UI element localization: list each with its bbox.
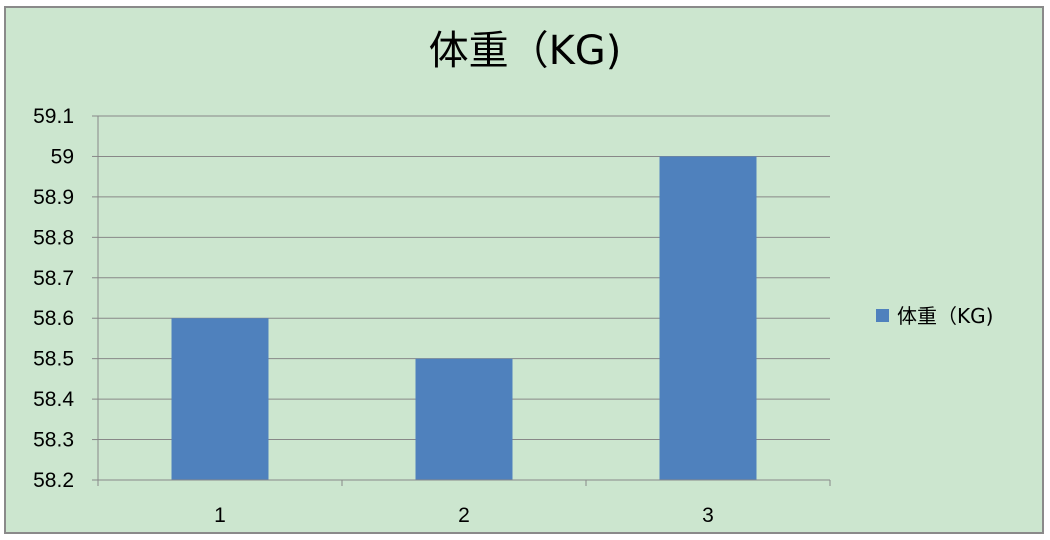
- y-tick-label: 58.5: [33, 348, 74, 371]
- legend-swatch: [876, 309, 889, 322]
- y-tick-label: 58.2: [33, 469, 74, 492]
- chart-title: 体重（KG): [428, 28, 622, 74]
- bars: [171, 156, 757, 480]
- y-tick-label: 58.6: [33, 307, 74, 330]
- bar: [659, 156, 757, 480]
- legend-label: 体重（KG): [897, 304, 993, 328]
- y-tick-label: 58.9: [33, 186, 74, 209]
- axes: 58.2 58.3 58.4 58.5 58.6 58.7 58.8 58.9 59 59.1 1 2…: [33, 105, 831, 527]
- x-tick-label: 3: [702, 504, 714, 527]
- x-tick-label: 2: [458, 504, 470, 527]
- legend: 体重（KG): [876, 304, 993, 328]
- x-tick-label: 1: [214, 504, 226, 527]
- y-tick-label: 58.7: [33, 267, 74, 290]
- bar: [171, 318, 269, 480]
- y-tick-label: 58.3: [33, 429, 74, 452]
- y-tick-label: 58.8: [33, 226, 74, 249]
- y-tick-label: 59: [51, 145, 74, 168]
- bar: [415, 358, 513, 480]
- y-tick-label: 58.4: [33, 388, 74, 411]
- y-tick-label: 59.1: [33, 105, 74, 128]
